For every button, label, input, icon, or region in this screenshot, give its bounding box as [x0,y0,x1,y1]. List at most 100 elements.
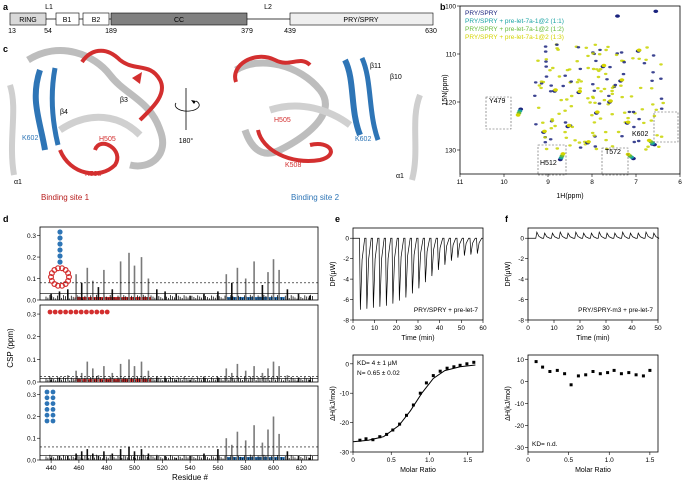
hsqc-peak [607,94,611,98]
hsqc-peak [578,87,582,90]
hsqc-legend-entry: PRY/SPRY + pre-let-7a-1@2 (1:3) [465,34,564,41]
rna-nucleotide-red [52,309,58,315]
csp-bar-bg [212,296,214,300]
csp-bar-bg [191,455,193,460]
csp-bar-bg [49,454,51,460]
csp-bar-bg [76,376,78,382]
rna-loop-red [47,274,54,281]
csp-bar-bg [181,379,183,382]
csp-bar-bg [304,295,306,300]
hsqc-peak [592,121,597,124]
hsqc-peak [610,89,614,93]
hsqc-peak [652,114,657,118]
csp-bar [231,282,233,300]
blue-strand-right-1 [342,58,363,137]
hsqc-peak [565,68,570,72]
csp-bar-bg [131,295,132,300]
csp-bar [189,455,191,460]
hsqc-point [653,9,659,13]
boundary-379: 379 [241,28,253,35]
csp-bar-bg [142,376,144,382]
csp-bar-bg [310,376,311,382]
binding-site-1-label: Binding site 1 [41,193,90,202]
itc-fit-point [458,363,462,367]
hsqc-peak [537,84,542,87]
hsqc-peak [596,75,601,79]
itc-raw-caption: PRY/SPRY + pre-let-7 [414,307,479,314]
hsqc-peak [569,105,574,108]
csp-bar-bg [207,379,208,382]
csp-bar-bg [199,296,201,300]
csp-bar-bg [72,456,74,460]
itc-fit-point [411,403,415,407]
boundary-54: 54 [44,28,52,35]
csp-bar-bg [70,295,72,300]
hsqc-peak [640,108,645,111]
csp-bar-bg [304,455,306,460]
csp-bar-bg [294,297,296,300]
itc-fit-point [371,438,375,442]
csp-bar-bg [94,457,95,460]
csp-bar-bg [121,379,123,382]
csp-bar-bg [224,377,226,382]
csp-bar-bg [84,455,86,460]
domain-map: RING B1 B2 CC PRY/SPRY L1 L2 13 54 189 3… [8,4,437,35]
hsqc-point [566,123,572,128]
csp-bar-bg [209,458,210,460]
csp-bar [308,379,311,382]
hsqc-peak [533,81,538,84]
csp-bar-bg [249,294,251,300]
hsqc-peak [543,45,548,48]
csp-bar [175,379,177,382]
csp-bar-bg [271,295,273,300]
hsqc-peak [622,111,627,114]
csp-bar-bg [90,377,92,382]
hsqc-peak [637,117,641,121]
csp-bar [147,453,150,460]
hsqc-peak [659,63,663,66]
csp-bar-bg [166,456,167,460]
csp-bar-bg [228,457,230,460]
csp-bar-bg [96,376,97,382]
csp-bar-bg [211,455,212,460]
csp-bar-bg [306,296,308,300]
red-loop-right-top [233,54,312,83]
itc-raw-xtick-label: 50 [654,325,662,332]
csp-bar-bg [211,295,212,300]
csp-bar [267,429,269,460]
itc-fit-xlabel: Molar Ratio [575,467,611,474]
csp-bar-bg [281,379,282,382]
hsqc-peak [569,80,573,83]
hsqc-peak [536,106,541,110]
label-k508-right: K508 [285,162,301,169]
hsqc-peak [619,84,623,87]
csp-bar-bg [312,377,313,382]
csp-bar-bg [296,298,298,300]
csp-bar-bg [259,296,261,300]
hsqc-peak [590,114,594,117]
hsqc-peak [592,89,597,93]
site2-bar [226,457,285,460]
csp-bar-bg [284,455,286,460]
domain-ring-box [9,12,47,26]
csp-bar-bg [288,458,290,460]
hsqc-peak [543,141,548,144]
csp-bar-bg [105,296,107,300]
csp-bar-bg [232,456,234,460]
csp-ytick-label: 0.0 [27,298,36,305]
csp-bar-bg [251,455,253,460]
csp-bar-bg [183,455,185,460]
csp-bar-bg [96,454,97,460]
csp-bar-bg [238,295,239,300]
csp-bar-bg [271,455,273,460]
itc-fit-xtick-label: 0.5 [387,457,396,464]
csp-bar-bg [139,456,140,460]
hsqc-peak [597,53,602,56]
hsqc-peak [544,147,549,151]
csp-bar-bg [174,379,175,382]
hsqc-peak [606,103,610,106]
csp-bar-bg [123,295,125,300]
csp-bar-bg [115,458,117,460]
itc-fit-point [541,365,545,369]
